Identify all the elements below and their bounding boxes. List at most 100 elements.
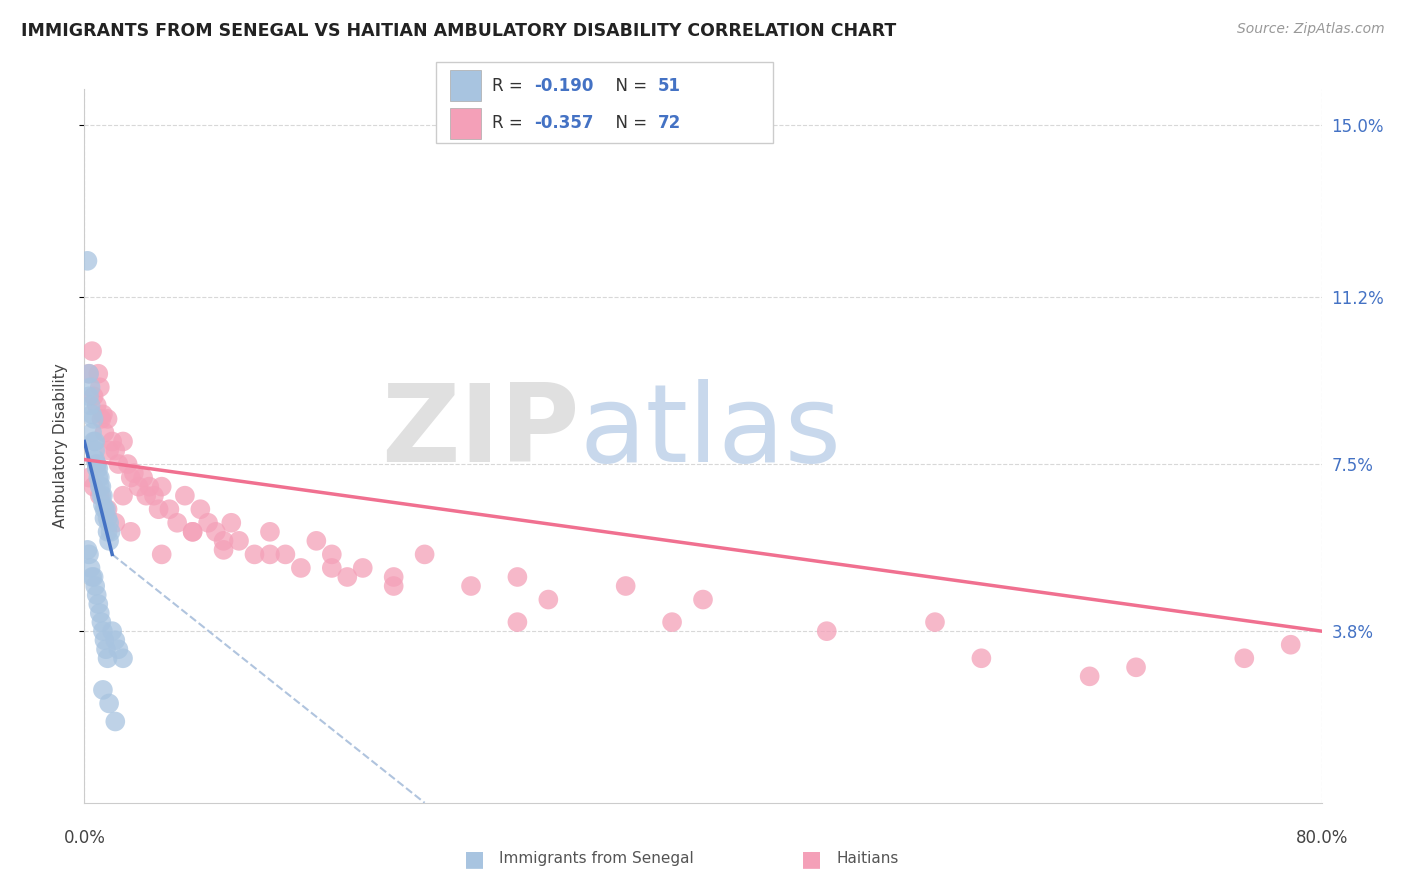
Point [76,253,98,268]
Point [321,561,343,575]
Point [166,516,188,530]
Point [112,651,135,665]
Point [221,516,243,530]
Point [112,489,135,503]
Point [321,548,343,562]
Point [91,682,114,697]
Point [150,548,173,562]
Point [91,408,114,422]
Point [76,542,98,557]
Point [86,457,108,471]
Point [205,524,228,539]
Point [89,480,111,494]
Point [188,502,212,516]
Point [82,425,104,440]
Text: 51: 51 [658,77,681,95]
Point [181,524,204,539]
Point [97,502,120,516]
Point [138,480,160,494]
Point [132,470,155,484]
Point [97,524,120,539]
Point [77,548,100,562]
Text: -0.357: -0.357 [534,114,593,132]
Point [181,524,204,539]
Point [86,398,108,412]
Point [77,389,100,403]
Point [83,412,105,426]
Point [174,489,197,503]
Point [90,480,112,494]
Point [143,489,166,503]
Point [661,615,683,629]
Point [98,533,121,548]
Point [77,470,100,484]
Point [101,434,124,449]
Point [336,570,359,584]
Point [305,533,328,548]
Point [259,524,281,539]
Point [82,570,104,584]
Point [94,502,117,516]
Point [89,489,111,503]
Text: ■: ■ [801,849,823,869]
Point [93,502,115,516]
Point [117,457,139,471]
Point [150,480,173,494]
Point [537,592,560,607]
Point [97,412,120,426]
Point [104,516,127,530]
Point [89,606,111,620]
Text: -0.190: -0.190 [534,77,593,95]
Point [692,592,714,607]
Point [460,579,482,593]
Point [120,524,142,539]
Point [159,502,181,516]
Point [243,548,266,562]
Point [97,511,120,525]
Point [87,461,110,475]
Point [91,498,114,512]
Point [79,398,101,412]
Point [274,548,297,562]
Point [970,651,993,665]
Point [83,434,105,449]
Point [82,408,104,422]
Text: IMMIGRANTS FROM SENEGAL VS HAITIAN AMBULATORY DISABILITY CORRELATION CHART: IMMIGRANTS FROM SENEGAL VS HAITIAN AMBUL… [21,22,897,40]
Point [506,615,529,629]
Point [614,579,637,593]
Text: ZIP: ZIP [381,379,579,484]
Point [112,434,135,449]
Point [1078,669,1101,683]
Point [77,367,100,381]
Text: 80.0%: 80.0% [1295,829,1348,847]
Point [290,561,312,575]
Point [83,570,105,584]
Point [197,516,219,530]
Point [100,524,122,539]
Point [97,651,120,665]
Point [413,548,436,562]
Point [212,533,235,548]
Point [107,642,129,657]
Point [89,470,111,484]
Point [815,624,838,639]
Text: R =: R = [492,77,529,95]
Point [86,588,108,602]
Point [135,489,157,503]
Point [228,533,250,548]
Point [89,380,111,394]
Point [107,457,129,471]
Point [352,561,374,575]
Point [83,480,105,494]
Point [120,470,142,484]
Point [98,443,121,458]
Text: 0.0%: 0.0% [63,829,105,847]
Text: atlas: atlas [579,379,841,484]
Point [122,466,145,480]
Point [1125,660,1147,674]
Point [79,561,101,575]
Text: Immigrants from Senegal: Immigrants from Senegal [499,852,695,866]
Point [83,389,105,403]
Point [101,624,124,639]
Point [93,633,115,648]
